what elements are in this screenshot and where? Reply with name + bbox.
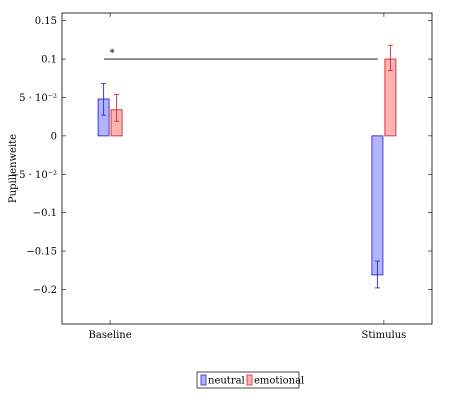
y-tick-label-6: −0.15 bbox=[26, 247, 57, 258]
legend: neutral emotional bbox=[196, 371, 304, 389]
y-tick-label-5: −0.1 bbox=[33, 208, 57, 219]
x-tick-label-baseline: Baseline bbox=[89, 330, 132, 341]
y-axis-title: Pupillenweite bbox=[8, 134, 19, 203]
legend-label-neutral: neutral bbox=[208, 376, 245, 387]
error-bars bbox=[101, 44, 393, 289]
significance-star-0: * bbox=[110, 48, 115, 59]
x-axis-ticks: Baseline Stimulus bbox=[89, 13, 407, 341]
legend-swatch-neutral bbox=[200, 374, 207, 386]
y-tick-label-4: −5 · 10⁻² bbox=[11, 170, 57, 181]
x-tick-label-stimulus: Stimulus bbox=[362, 330, 407, 341]
significance-annotations: * bbox=[104, 48, 378, 60]
y-tick-label-1: 0.1 bbox=[41, 55, 57, 66]
bar-series bbox=[97, 58, 397, 276]
y-tick-label-2: 5 · 10⁻² bbox=[19, 93, 57, 104]
bar-neutral-stimulus bbox=[371, 135, 384, 276]
y-tick-label-3: 0 bbox=[51, 131, 57, 142]
plot-frame bbox=[61, 12, 433, 325]
legend-label-emotional: emotional bbox=[254, 376, 304, 387]
y-tick-label-7: −0.2 bbox=[33, 285, 57, 296]
legend-swatch-emotional bbox=[246, 374, 253, 386]
y-axis-ticks: 0.15 0.1 5 · 10⁻² 0 −5 · 10⁻² −0.1 −0.15 −0.2 bbox=[11, 16, 432, 296]
y-tick-label-0: 0.15 bbox=[35, 16, 57, 27]
